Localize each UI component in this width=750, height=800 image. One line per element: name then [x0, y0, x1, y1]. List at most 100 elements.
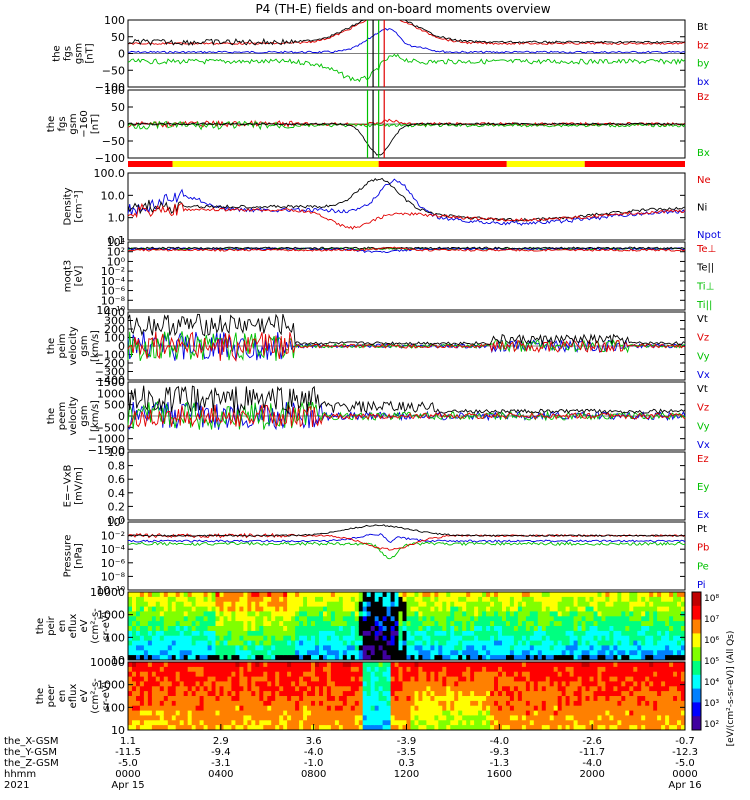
y-tick-label: 0: [118, 118, 125, 131]
spectrogram-cell: [414, 696, 419, 702]
spectrogram-cell: [155, 645, 161, 651]
mode-bar-segment: [172, 161, 379, 167]
spectrogram-cell: [665, 691, 670, 697]
spectrogram-cell: [677, 611, 682, 617]
spectrogram-cell: [557, 681, 563, 687]
colorbar-label: [eV/(cm²-s-sr-eV)] (All Qs): [726, 631, 736, 747]
spectrogram-cell: [474, 715, 479, 721]
spectrogram-cell: [422, 645, 427, 651]
spectrogram-cell: [645, 592, 650, 598]
spectrogram-cell: [541, 611, 547, 617]
spectrogram-cell: [227, 705, 232, 711]
spectrogram-cell: [541, 710, 547, 716]
y-tick-label: 0.0: [108, 514, 126, 527]
x-row-label: the_Y-GSM: [4, 747, 57, 758]
spectrogram-cell: [183, 611, 189, 617]
spectrogram-cell: [513, 601, 519, 607]
spectrogram-cell: [199, 705, 204, 711]
spectrogram-cell: [311, 662, 316, 668]
spectrogram-cell: [569, 725, 574, 731]
spectrogram-cell: [358, 616, 364, 622]
spectrogram-cell: [645, 655, 650, 661]
spectrogram-cell: [585, 601, 590, 607]
spectrogram-cell: [597, 596, 602, 603]
spectrogram-cell: [374, 691, 380, 697]
spectrogram-cell: [136, 645, 141, 651]
spectrogram-cell: [179, 592, 185, 598]
spectrogram-cell: [657, 655, 662, 661]
spectrogram-cell: [315, 700, 320, 707]
spectrogram-cell: [474, 666, 479, 673]
spectrogram-cell: [426, 715, 431, 721]
spectrogram-cell: [581, 621, 586, 627]
y-tick-label: −50: [102, 135, 125, 148]
spectrogram-cell: [661, 676, 666, 682]
spectrogram-cell: [207, 691, 212, 697]
spectrogram-cell: [589, 596, 594, 603]
spectrogram-cell: [466, 621, 471, 627]
spectrogram-cell: [593, 686, 598, 692]
spectrogram-cell: [418, 686, 423, 692]
spectrogram-cell: [243, 640, 248, 646]
spectrogram-cell: [625, 676, 630, 682]
spectrogram-cell: [287, 630, 292, 637]
spectrogram-cell: [677, 630, 682, 637]
spectrogram-cell: [418, 681, 423, 687]
spectrogram-cell: [561, 725, 567, 731]
spectrogram-cell: [406, 650, 411, 656]
spectrogram-cell: [657, 601, 662, 607]
spectrogram-cell: [203, 671, 208, 677]
spectrogram-cell: [330, 635, 336, 641]
spectrogram-cell: [283, 611, 288, 617]
spectrogram-cell: [191, 630, 197, 637]
spectrogram-cell: [529, 700, 535, 707]
spectrogram-cell: [287, 611, 292, 617]
spectrogram-cell: [179, 700, 185, 707]
spectrogram-cell: [645, 662, 650, 668]
spectrogram-cell: [430, 611, 435, 617]
spectrogram-cell: [311, 686, 316, 692]
y-axis-label-line: −160: [79, 110, 90, 137]
spectrogram-cell: [565, 645, 570, 651]
spectrogram-cell: [537, 700, 543, 707]
spectrogram-cell: [390, 671, 395, 677]
spectrogram-cell: [307, 596, 312, 603]
spectrogram-cell: [128, 676, 133, 682]
spectrogram-cell: [139, 710, 145, 716]
spectrogram-cell: [525, 681, 531, 687]
spectrogram-cell: [621, 710, 626, 716]
spectrogram-cell: [215, 640, 220, 646]
spectrogram-cell: [346, 720, 352, 726]
spectrogram-cell: [617, 645, 622, 651]
spectrogram-cell: [350, 630, 356, 637]
spectrogram-cell: [513, 676, 519, 682]
spectrogram-cell: [537, 616, 543, 622]
spectrogram-cell: [609, 650, 614, 656]
spectrogram-cell: [171, 596, 177, 603]
spectrogram-cell: [203, 601, 208, 607]
spectrogram-cell: [239, 696, 244, 702]
spectrogram-cell: [529, 720, 535, 726]
spectrogram-cell: [183, 626, 189, 632]
spectrogram-cell: [354, 666, 360, 673]
spectrogram-cell: [661, 662, 666, 668]
spectrogram-cell: [319, 640, 324, 646]
spectrogram-cell: [175, 655, 181, 661]
spectrogram-cell: [147, 720, 153, 726]
spectrogram-cell: [613, 705, 618, 711]
spectrogram-cell: [199, 596, 204, 603]
spectrogram-cell: [171, 630, 177, 637]
spectrogram-cell: [649, 686, 654, 692]
spectrogram-cell: [502, 671, 507, 677]
spectrogram-cell: [358, 601, 364, 607]
spectrogram-cell: [267, 645, 272, 651]
spectrogram-cell: [446, 635, 451, 641]
spectrogram-cell: [502, 700, 507, 707]
spectrogram-cell: [179, 621, 185, 627]
spectrogram-cell: [418, 601, 423, 607]
spectrogram-cell: [299, 671, 304, 677]
spectrogram-cell: [223, 686, 228, 692]
spectrogram-cell: [605, 662, 610, 668]
spectrogram-cell: [645, 691, 650, 697]
spectrogram-cell: [645, 606, 650, 612]
